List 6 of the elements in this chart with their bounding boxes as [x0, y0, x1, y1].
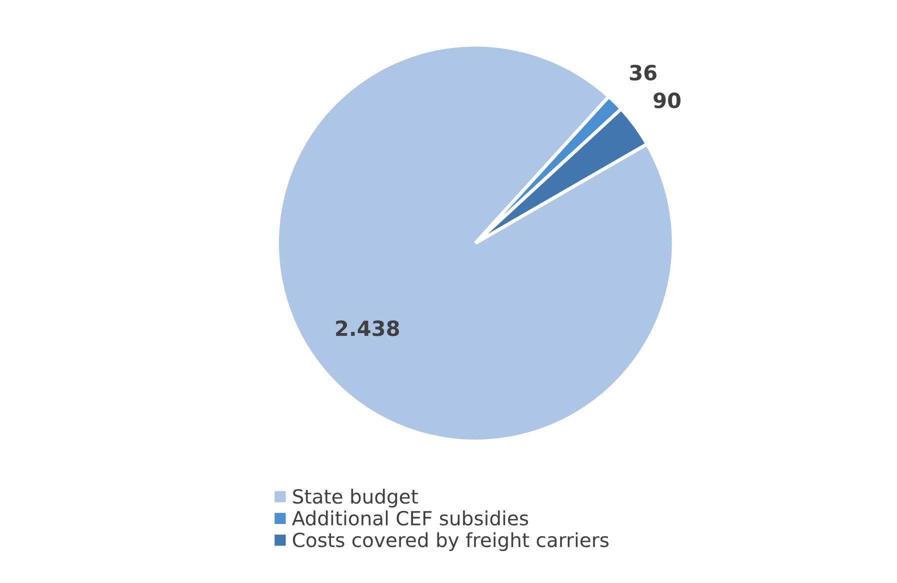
legend-label: Additional CEF subsidies — [292, 510, 528, 526]
data-label: 90 — [654, 92, 681, 108]
legend-label: Costs covered by freight carriers — [292, 532, 609, 552]
legend-label: State budget — [293, 488, 418, 508]
data-label: 36 — [630, 64, 656, 80]
data-label: 2.438 — [336, 320, 400, 336]
